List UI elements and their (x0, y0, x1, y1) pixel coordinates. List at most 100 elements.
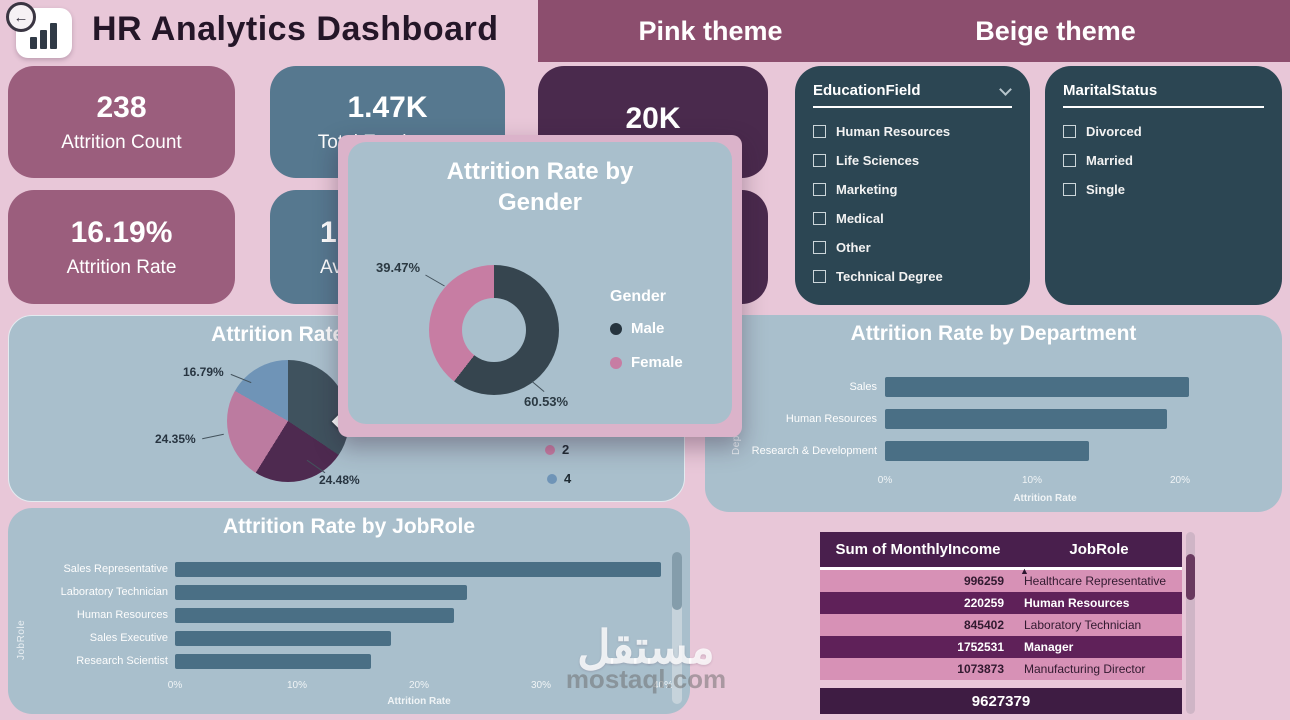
x-tick: 20% (408, 680, 430, 691)
filter-option-married[interactable]: Married (1063, 146, 1264, 175)
chart-title: Attrition Rate by Department (850, 322, 1137, 345)
kpi-value: 238 (96, 90, 147, 124)
option-label: Single (1086, 182, 1126, 197)
table-row[interactable]: 1073873 Manufacturing Director (820, 658, 1182, 680)
legend-item-female[interactable]: Female (610, 354, 683, 371)
kpi-label: Attrition Rate (66, 256, 177, 278)
filter-option-technical-degree[interactable]: Technical Degree (813, 262, 1012, 291)
checkbox[interactable] (813, 270, 826, 283)
checkbox[interactable] (1063, 125, 1076, 138)
department-bar-chart-card: Attrition Rate by Department Department … (705, 315, 1282, 512)
leader-line (202, 433, 224, 440)
checkbox[interactable] (813, 241, 826, 254)
scrollbar-thumb[interactable] (1186, 554, 1195, 600)
jobrole-cell: Human Resources (1024, 596, 1130, 610)
bar-human-resources[interactable] (885, 409, 1167, 429)
education-pie[interactable] (227, 360, 349, 482)
jobrole-cell: Manager (1024, 640, 1074, 654)
filter-title: EducationField (813, 82, 1012, 108)
option-label: Medical (836, 211, 884, 226)
category-label: Sales Representative (63, 563, 168, 575)
checkbox[interactable] (813, 183, 826, 196)
scrollbar-thumb[interactable] (672, 552, 682, 610)
jobrole-cell: Manufacturing Director (1024, 662, 1146, 676)
x-tick: 0% (167, 680, 183, 691)
pie-slice-label: 24.35% (155, 432, 196, 446)
page-title: HR Analytics Dashboard (92, 10, 499, 48)
filter-option-single[interactable]: Single (1063, 175, 1264, 204)
x-tick: 40% (652, 680, 674, 691)
kpi-label: Attrition Count (61, 131, 182, 153)
pie-slice-label: 16.79% (183, 365, 224, 379)
column-header-jobrole[interactable]: JobRole (1069, 541, 1129, 558)
kpi-value: 16.19% (70, 215, 173, 249)
filter-title: MaritalStatus (1063, 82, 1264, 108)
filter-title-text: EducationField (813, 82, 921, 99)
pink-theme-button[interactable]: Pink theme (638, 15, 783, 46)
chart-title: Attrition Rate by JobRole (222, 515, 475, 538)
logo-bar-icon (40, 30, 47, 49)
sort-ascending-icon[interactable]: ▲ (1020, 566, 1029, 576)
bar-sales[interactable] (885, 377, 1189, 397)
table-row[interactable]: 845402 Laboratory Technician (820, 614, 1182, 636)
option-label: Human Resources (836, 124, 951, 139)
bar-research-scientist[interactable] (175, 654, 372, 669)
back-arrow-icon[interactable]: ← (6, 2, 36, 32)
category-label: Research & Development (751, 445, 877, 457)
table-row[interactable]: 220259 Human Resources (820, 592, 1182, 614)
filter-option-divorced[interactable]: Divorced (1063, 117, 1264, 146)
x-axis-title: Attrition Rate (387, 696, 451, 707)
checkbox[interactable] (1063, 183, 1076, 196)
legend-item-4[interactable]: 4 (547, 471, 571, 486)
bar-research-development[interactable] (885, 441, 1089, 461)
checkbox[interactable] (813, 125, 826, 138)
category-label: Laboratory Technician (60, 586, 168, 598)
category-label: Human Resources (76, 609, 168, 621)
legend-dot-icon (547, 473, 557, 484)
filter-option-medical[interactable]: Medical (813, 204, 1012, 233)
bar-sales-executive[interactable] (175, 631, 391, 646)
x-tick: 10% (286, 680, 308, 691)
chevron-down-icon[interactable] (999, 83, 1012, 96)
legend-title: Gender (610, 288, 667, 305)
bar-sales-representative[interactable] (175, 562, 661, 577)
donut-hole (462, 298, 526, 362)
legend-item-2[interactable]: 2 (545, 442, 569, 457)
jobrole-cell: Laboratory Technician (1024, 618, 1142, 632)
education-field-filter: EducationField Human Resources Life Scie… (795, 66, 1030, 305)
kpi-value: 20K (625, 101, 681, 135)
jobrole-chart-scrollbar[interactable] (672, 552, 682, 704)
checkbox[interactable] (813, 154, 826, 167)
legend-label: 4 (564, 471, 572, 486)
checkbox[interactable] (1063, 154, 1076, 167)
chart-title-line2: Gender (497, 189, 583, 216)
kpi-value: 1 (320, 215, 337, 249)
bar-human-resources[interactable] (175, 608, 455, 623)
filter-option-life-sciences[interactable]: Life Sciences (813, 146, 1012, 175)
chart-title-line1: Attrition Rate by (446, 158, 634, 185)
chart-title: Attrition Rate by Gender (348, 156, 732, 218)
gender-donut[interactable] (429, 265, 559, 395)
x-tick: 20% (1169, 475, 1191, 486)
category-label: Sales (849, 381, 877, 393)
table-scrollbar[interactable] (1186, 532, 1195, 714)
column-header-monthly-income[interactable]: Sum of MonthlyIncome (835, 541, 1001, 558)
filter-option-human-resources[interactable]: Human Resources (813, 117, 1012, 146)
legend-dot-icon (610, 322, 622, 335)
table-row[interactable]: 1752531 Manager (820, 636, 1182, 658)
bar-laboratory-technician[interactable] (175, 585, 467, 600)
beige-theme-button[interactable]: Beige theme (975, 15, 1136, 46)
filter-option-other[interactable]: Other (813, 233, 1012, 262)
monthly-income-cell: 1073873 (957, 662, 1004, 676)
category-label: Research Scientist (76, 655, 168, 667)
gender-chart-overlay: Attrition Rate by Gender 39.47% 60.53% G… (338, 135, 742, 437)
legend-item-male[interactable]: Male (610, 320, 664, 337)
option-label: Other (836, 240, 871, 255)
option-label: Life Sciences (836, 153, 920, 168)
x-tick: 10% (1021, 475, 1043, 486)
filter-option-marketing[interactable]: Marketing (813, 175, 1012, 204)
table-row[interactable]: 996259 Healthcare Representative (820, 570, 1182, 592)
checkbox[interactable] (813, 212, 826, 225)
kpi-value: 1.47K (347, 90, 428, 124)
